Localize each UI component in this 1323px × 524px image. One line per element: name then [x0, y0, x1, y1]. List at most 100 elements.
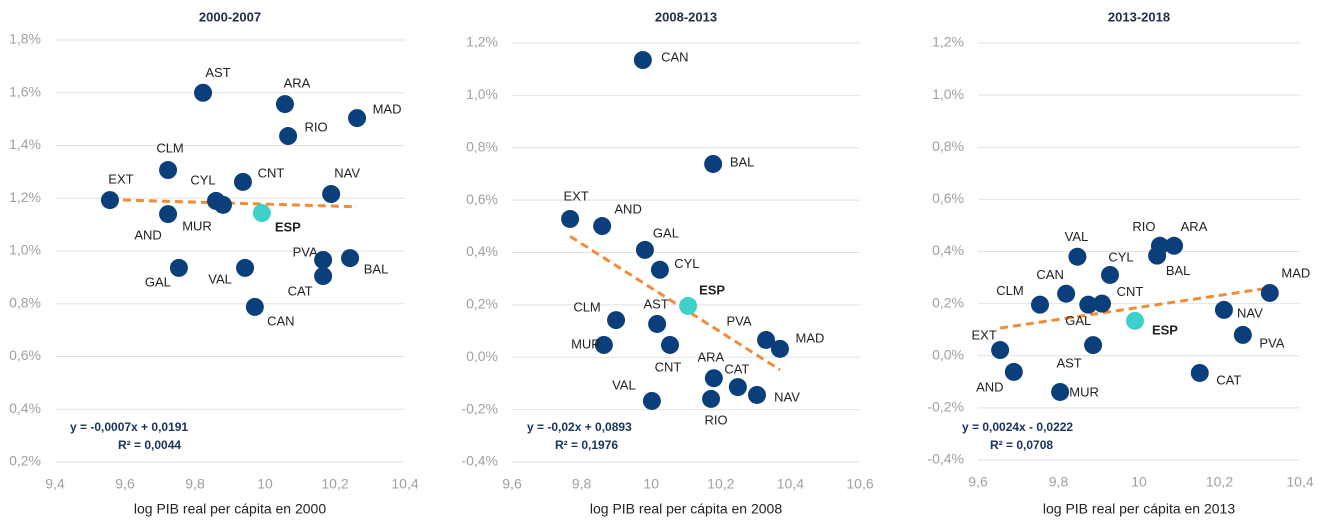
point-label: RIO — [1132, 219, 1155, 234]
y-tick-label: 1,2% — [932, 34, 964, 50]
chart-title: 2008-2013 — [655, 9, 717, 24]
data-point — [991, 341, 1010, 360]
point-label: GAL — [145, 274, 171, 289]
data-point — [757, 330, 776, 349]
x-tick-label: 9,8 — [185, 476, 205, 492]
point-label: PVA — [1259, 335, 1284, 350]
data-point — [607, 311, 626, 330]
x-tick-label: 10 — [643, 476, 659, 492]
y-tick-label: 0,2% — [466, 296, 498, 312]
data-point — [194, 83, 213, 102]
point-label: ESP — [699, 282, 725, 297]
y-tick-label: 0,6% — [9, 347, 41, 363]
point-label: NAV — [334, 165, 360, 180]
data-point — [1084, 336, 1103, 355]
y-tick-label: 1,2% — [9, 189, 41, 205]
x-axis-title: log PIB real per cápita en 2013 — [1043, 501, 1235, 517]
y-tick-label: 0,6% — [466, 191, 498, 207]
data-point — [704, 369, 723, 388]
y-tick-label: 1,6% — [9, 83, 41, 99]
point-label: BAL — [1166, 263, 1191, 278]
data-point — [100, 191, 119, 210]
data-point — [561, 209, 580, 228]
point-label: RIO — [704, 412, 727, 427]
point-label: CNT — [1117, 284, 1144, 299]
data-point — [1057, 284, 1076, 303]
data-point — [593, 217, 612, 236]
point-label: MAD — [796, 330, 825, 345]
y-tick-label: 0,2% — [932, 294, 964, 310]
r-squared: R² = 0,1976 — [555, 438, 618, 452]
x-tick-label: 9,6 — [502, 476, 522, 492]
data-point — [635, 240, 654, 259]
point-label: MAD — [1281, 265, 1310, 280]
data-point — [650, 260, 669, 279]
data-point — [1165, 236, 1184, 255]
x-tick-label: 9,8 — [572, 476, 592, 492]
data-point — [314, 267, 333, 286]
point-label: MUR — [182, 218, 212, 233]
r-squared: R² = 0,0044 — [118, 438, 181, 452]
point-label: MAD — [373, 102, 402, 117]
data-point — [704, 154, 723, 173]
point-label: AST — [1056, 356, 1081, 371]
x-tick-label: 10,2 — [1206, 474, 1233, 490]
data-point — [633, 51, 652, 70]
point-label: ARA — [697, 350, 724, 365]
data-point — [747, 385, 766, 404]
data-point — [314, 250, 333, 269]
equation: y = -0,02x + 0,0893 — [527, 420, 632, 434]
data-point — [159, 161, 178, 180]
r-squared: R² = 0,0708 — [990, 438, 1053, 452]
point-label: CLM — [996, 283, 1023, 298]
x-tick-label: 9,6 — [968, 474, 988, 490]
x-tick-label: 10 — [1131, 474, 1147, 490]
data-point — [1004, 362, 1023, 381]
data-point — [275, 95, 294, 114]
point-label: BAL — [730, 154, 755, 169]
point-label: GAL — [1065, 313, 1091, 328]
data-point — [660, 335, 679, 354]
point-label: AND — [614, 201, 641, 216]
point-label: CNT — [258, 165, 285, 180]
data-point — [1260, 283, 1279, 302]
data-point — [245, 297, 264, 316]
point-label: AST — [643, 296, 668, 311]
y-tick-label: 1,0% — [932, 86, 964, 102]
x-tick-label: 10,4 — [391, 476, 418, 492]
point-label: ARA — [284, 76, 311, 91]
x-tick-label: 10,4 — [777, 476, 804, 492]
y-tick-label: 0,6% — [932, 190, 964, 206]
point-label: CNT — [655, 359, 682, 374]
point-label: CAT — [1216, 372, 1241, 387]
y-tick-label: 0,4% — [9, 400, 41, 416]
y-tick-label: -0,2% — [927, 399, 964, 415]
y-tick-label: 1,4% — [9, 136, 41, 152]
y-tick-label: 1,8% — [9, 31, 41, 47]
point-label: AND — [134, 228, 161, 243]
y-tick-label: -0,2% — [461, 400, 498, 416]
y-tick-label: 0,8% — [9, 294, 41, 310]
point-label: ESP — [275, 219, 301, 234]
point-label: EXT — [971, 327, 996, 342]
data-point — [1148, 246, 1167, 265]
data-point — [1190, 363, 1209, 382]
point-label: VAL — [208, 271, 232, 286]
y-tick-label: -0,4% — [461, 453, 498, 469]
point-label: EXT — [563, 188, 588, 203]
point-label: CAN — [661, 49, 688, 64]
point-label: PVA — [293, 244, 318, 259]
point-label: CYL — [1108, 249, 1133, 264]
y-tick-label: 1,2% — [466, 34, 498, 50]
trend-line — [109, 198, 358, 209]
point-label: CYL — [190, 172, 215, 187]
data-point — [770, 339, 789, 358]
point-label: MUR — [571, 336, 601, 351]
x-tick-label: 10 — [257, 476, 273, 492]
point-label: GAL — [653, 225, 679, 240]
y-tick-label: 0,4% — [932, 242, 964, 258]
y-tick-label: 1,0% — [9, 242, 41, 258]
point-label: VAL — [612, 377, 636, 392]
x-tick-label: 9,6 — [115, 476, 135, 492]
trend-line — [569, 235, 781, 372]
